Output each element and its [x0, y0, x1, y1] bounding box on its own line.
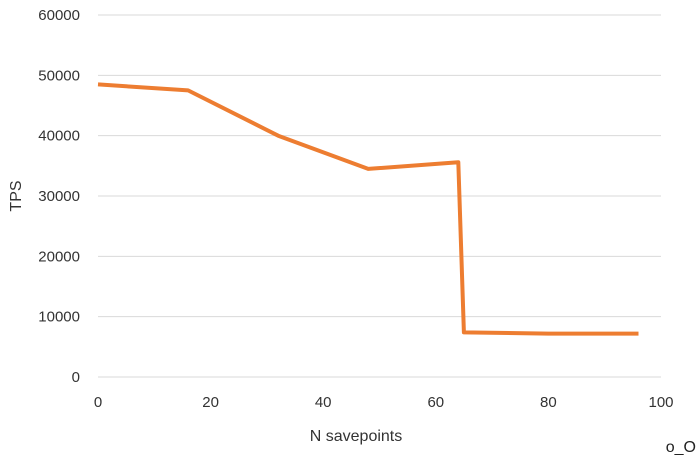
- y-tick-label: 20000: [38, 248, 80, 265]
- y-tick-label: 50000: [38, 67, 80, 84]
- y-axis-title: TPS: [8, 180, 25, 211]
- x-tick-label: 40: [315, 394, 332, 411]
- y-tick-label: 0: [72, 369, 80, 386]
- y-tick-label: 40000: [38, 128, 80, 145]
- data-point: [186, 88, 190, 92]
- series-layer: [96, 82, 640, 336]
- x-axis-title: N savepoints: [310, 428, 403, 445]
- data-point: [546, 332, 550, 336]
- y-tick-label: 60000: [38, 7, 80, 24]
- x-tick-label: 60: [427, 394, 444, 411]
- y-tick-label: 10000: [38, 309, 80, 326]
- y-axis-tick-labels: 0 10000 20000 30000 40000 50000 60000: [38, 7, 80, 386]
- series-line-0: [97, 82, 639, 336]
- data-point: [276, 134, 280, 138]
- corner-annotation: o_O: [666, 439, 696, 456]
- gridlines: [98, 14, 661, 378]
- data-point: [366, 167, 370, 171]
- x-axis-tick-labels: 0 20 40 60 80 100: [94, 394, 674, 411]
- data-point: [456, 160, 460, 164]
- x-tick-label: 80: [540, 394, 557, 411]
- data-point: [462, 330, 466, 334]
- y-tick-label: 30000: [38, 188, 80, 205]
- x-tick-label: 0: [94, 394, 102, 411]
- x-tick-label: 100: [648, 394, 673, 411]
- data-point: [96, 82, 100, 86]
- x-tick-label: 20: [202, 394, 219, 411]
- data-point: [636, 332, 640, 336]
